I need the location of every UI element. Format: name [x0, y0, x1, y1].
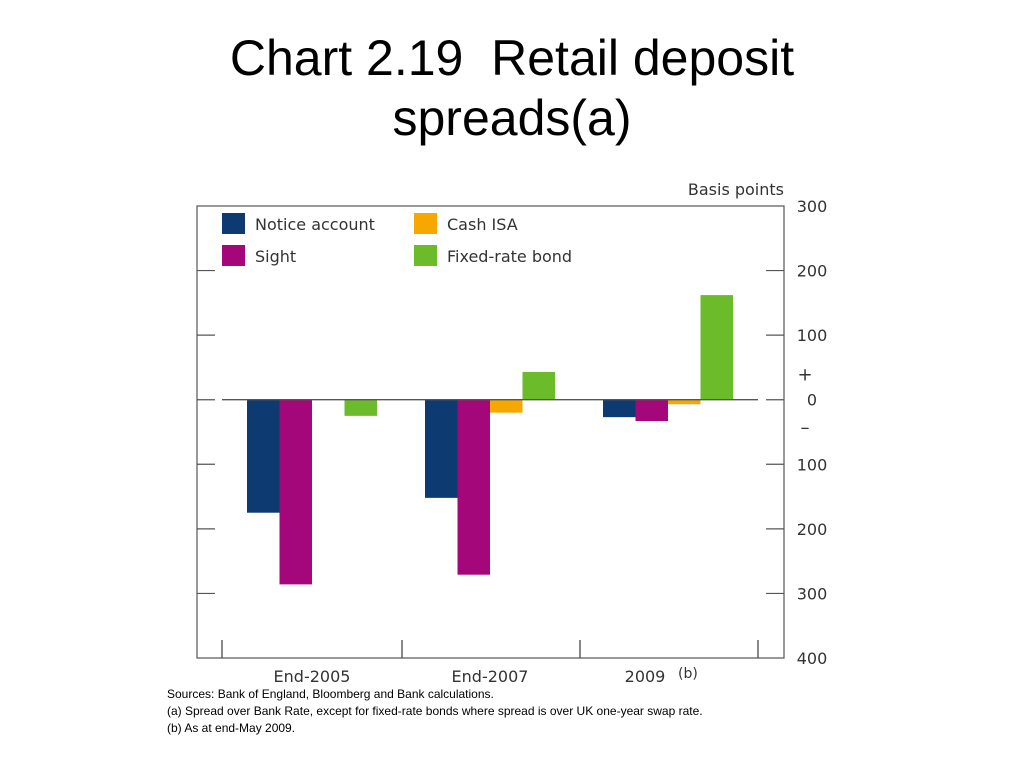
footnote-a: (a) Spread over Bank Rate, except for fi… [167, 704, 703, 718]
bar-fixed-rate-bond [344, 399, 377, 416]
legend-swatch [222, 245, 245, 266]
y-tick-label: 0 [807, 391, 817, 410]
x-category-label: End-2007 [452, 667, 529, 686]
legend-label: Cash ISA [447, 215, 518, 234]
bar-notice-account [425, 399, 458, 498]
y-tick-label: 300 [797, 584, 828, 603]
title-line-2: spreads(a) [392, 90, 632, 146]
y-tick-label: 100 [797, 326, 828, 345]
bar-cash-isa [490, 399, 523, 413]
x-category-label: End-2005 [274, 667, 351, 686]
legend-swatch [414, 245, 437, 266]
legend-label: Notice account [255, 215, 375, 234]
legend-swatch [222, 213, 245, 234]
unit-label: Basis points [688, 180, 784, 199]
x-category-superscript: (b) [678, 666, 698, 682]
bar-notice-account [603, 399, 636, 418]
plot-area-border [196, 205, 785, 659]
x-category-label: 2009 [625, 667, 666, 686]
slide-title: Chart 2.19 Retail deposit spreads(a) [0, 28, 1024, 148]
bar-notice-account [247, 399, 280, 513]
legend-label: Fixed-rate bond [447, 247, 572, 266]
bar-cash-isa [668, 399, 701, 405]
y-tick-label: 100 [797, 455, 828, 474]
bar-sight [279, 399, 312, 585]
chart-frame [196, 205, 785, 659]
legend: Notice account Sight Cash ISA Fixed-rate bo… [222, 213, 572, 266]
legend-swatch [414, 213, 437, 234]
y-tick-label: 300 [797, 197, 828, 216]
footnote-b: (b) As at end-May 2009. [167, 721, 296, 735]
footnotes: Sources: Bank of England, Bloomberg and … [167, 686, 1007, 737]
y-tick-label: 200 [797, 520, 828, 539]
bar-fixed-rate-bond [700, 295, 733, 400]
bars [247, 295, 733, 585]
title-line-1: Chart 2.19 Retail deposit [229, 30, 795, 86]
bar-sight [635, 399, 668, 422]
bar-fixed-rate-bond [522, 371, 555, 400]
positive-sign-label: + [797, 365, 812, 386]
y-tick-label: 400 [797, 649, 828, 668]
sources-note: Sources: Bank of England, Bloomberg and … [167, 687, 494, 701]
axes: Basis points 300 200 100 0 100 200 300 400 + – End-… [197, 180, 827, 686]
negative-sign-label: – [801, 418, 810, 439]
y-tick-label: 200 [797, 262, 828, 281]
legend-label: Sight [255, 247, 296, 266]
bar-sight [457, 399, 490, 575]
